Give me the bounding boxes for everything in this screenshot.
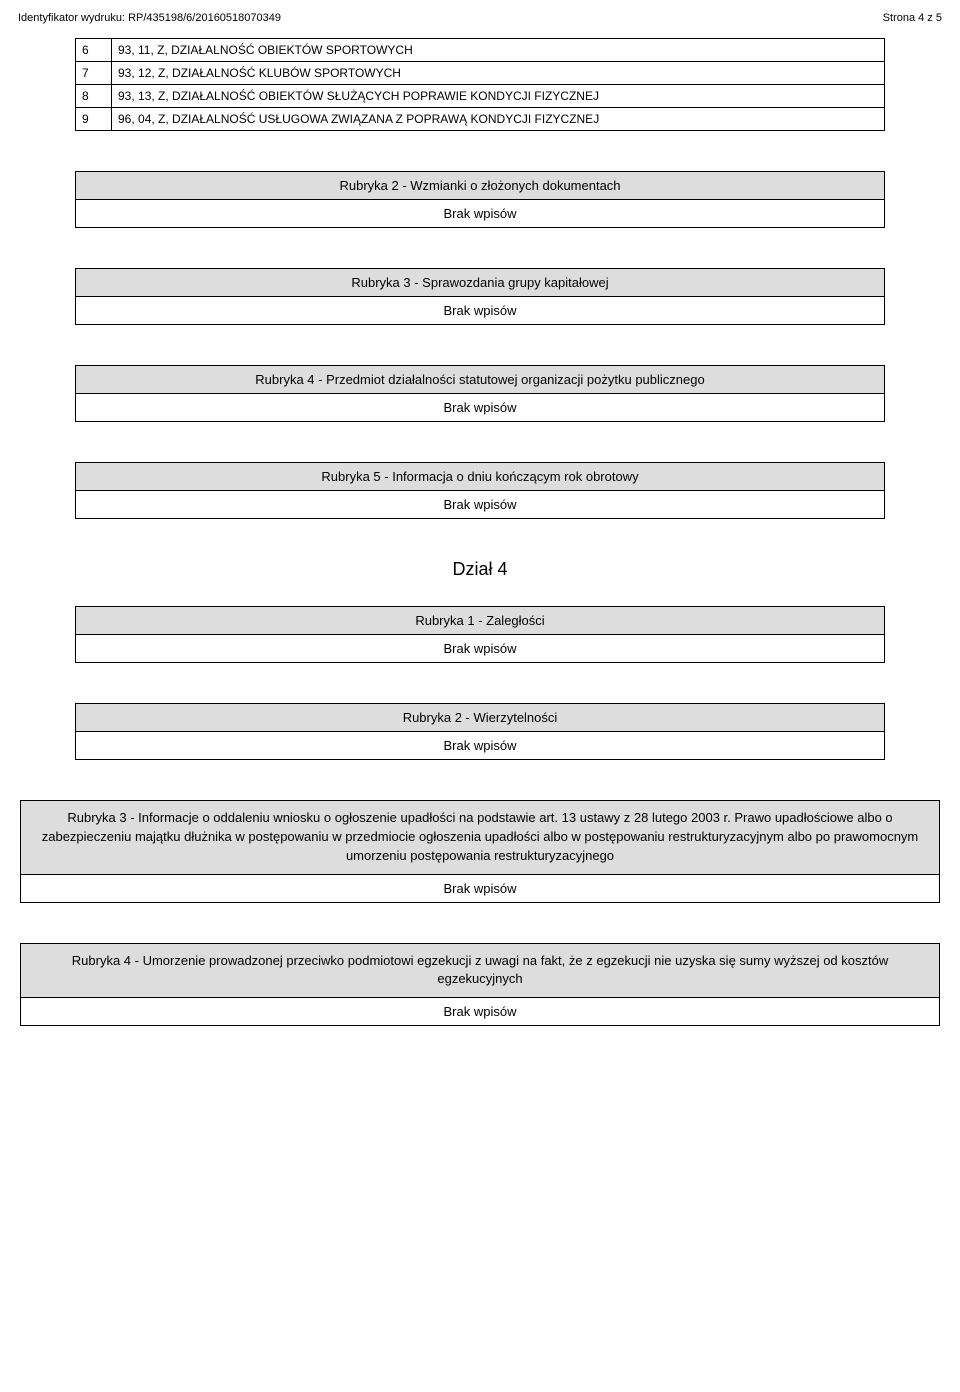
table-row: 9 96, 04, Z, DZIAŁALNOŚĆ USŁUGOWA ZWIĄZA… [76, 108, 885, 131]
section-empty: Brak wpisów [76, 732, 885, 760]
identifier: Identyfikator wydruku: RP/435198/6/20160… [18, 12, 281, 24]
section-title: Rubryka 4 - Przedmiot działalności statu… [76, 366, 885, 394]
section-empty: Brak wpisów [76, 200, 885, 228]
dzial4-rubryka-3: Rubryka 3 - Informacje o oddaleniu wnios… [20, 800, 940, 903]
section-empty: Brak wpisów [76, 394, 885, 422]
section-title: Rubryka 5 - Informacja o dniu kończącym … [76, 463, 885, 491]
rubryka-3: Rubryka 3 - Sprawozdania grupy kapitałow… [75, 268, 885, 325]
section-title: Rubryka 3 - Informacje o oddaleniu wnios… [21, 801, 940, 875]
page-container: Identyfikator wydruku: RP/435198/6/20160… [0, 0, 960, 1106]
rubryka-4: Rubryka 4 - Przedmiot działalności statu… [75, 365, 885, 422]
dzial4-rubryka-2: Rubryka 2 - Wierzytelności Brak wpisów [75, 703, 885, 760]
dzial4-rubryka-4: Rubryka 4 - Umorzenie prowadzonej przeci… [20, 943, 940, 1027]
activity-table: 6 93, 11, Z, DZIAŁALNOŚĆ OBIEKTÓW SPORTO… [75, 38, 885, 131]
section-empty: Brak wpisów [21, 874, 940, 902]
table-row: 7 93, 12, Z, DZIAŁALNOŚĆ KLUBÓW SPORTOWY… [76, 62, 885, 85]
dzial4-rubryka-1: Rubryka 1 - Zaległości Brak wpisów [75, 606, 885, 663]
section-empty: Brak wpisów [21, 998, 940, 1026]
row-num: 9 [76, 108, 112, 131]
section-title: Rubryka 2 - Wierzytelności [76, 704, 885, 732]
section-title: Rubryka 3 - Sprawozdania grupy kapitałow… [76, 269, 885, 297]
identifier-value: RP/435198/6/20160518070349 [128, 12, 281, 24]
row-num: 8 [76, 85, 112, 108]
table-row: 6 93, 11, Z, DZIAŁALNOŚĆ OBIEKTÓW SPORTO… [76, 39, 885, 62]
section-title: Rubryka 4 - Umorzenie prowadzonej przeci… [21, 943, 940, 998]
row-num: 6 [76, 39, 112, 62]
row-text: 93, 12, Z, DZIAŁALNOŚĆ KLUBÓW SPORTOWYCH [112, 62, 885, 85]
section-empty: Brak wpisów [76, 297, 885, 325]
table-row: 8 93, 13, Z, DZIAŁALNOŚĆ OBIEKTÓW SŁUŻĄC… [76, 85, 885, 108]
page-header: Identyfikator wydruku: RP/435198/6/20160… [18, 12, 942, 24]
section-title: Rubryka 1 - Zaległości [76, 607, 885, 635]
section-empty: Brak wpisów [76, 635, 885, 663]
section-empty: Brak wpisów [76, 491, 885, 519]
section-title: Rubryka 2 - Wzmianki o złożonych dokumen… [76, 172, 885, 200]
rubryka-2: Rubryka 2 - Wzmianki o złożonych dokumen… [75, 171, 885, 228]
row-text: 93, 11, Z, DZIAŁALNOŚĆ OBIEKTÓW SPORTOWY… [112, 39, 885, 62]
dzial-4-heading: Dział 4 [18, 559, 942, 580]
row-text: 93, 13, Z, DZIAŁALNOŚĆ OBIEKTÓW SŁUŻĄCYC… [112, 85, 885, 108]
row-num: 7 [76, 62, 112, 85]
page-number: Strona 4 z 5 [883, 12, 942, 24]
row-text: 96, 04, Z, DZIAŁALNOŚĆ USŁUGOWA ZWIĄZANA… [112, 108, 885, 131]
rubryka-5: Rubryka 5 - Informacja o dniu kończącym … [75, 462, 885, 519]
identifier-label: Identyfikator wydruku: [18, 12, 125, 24]
